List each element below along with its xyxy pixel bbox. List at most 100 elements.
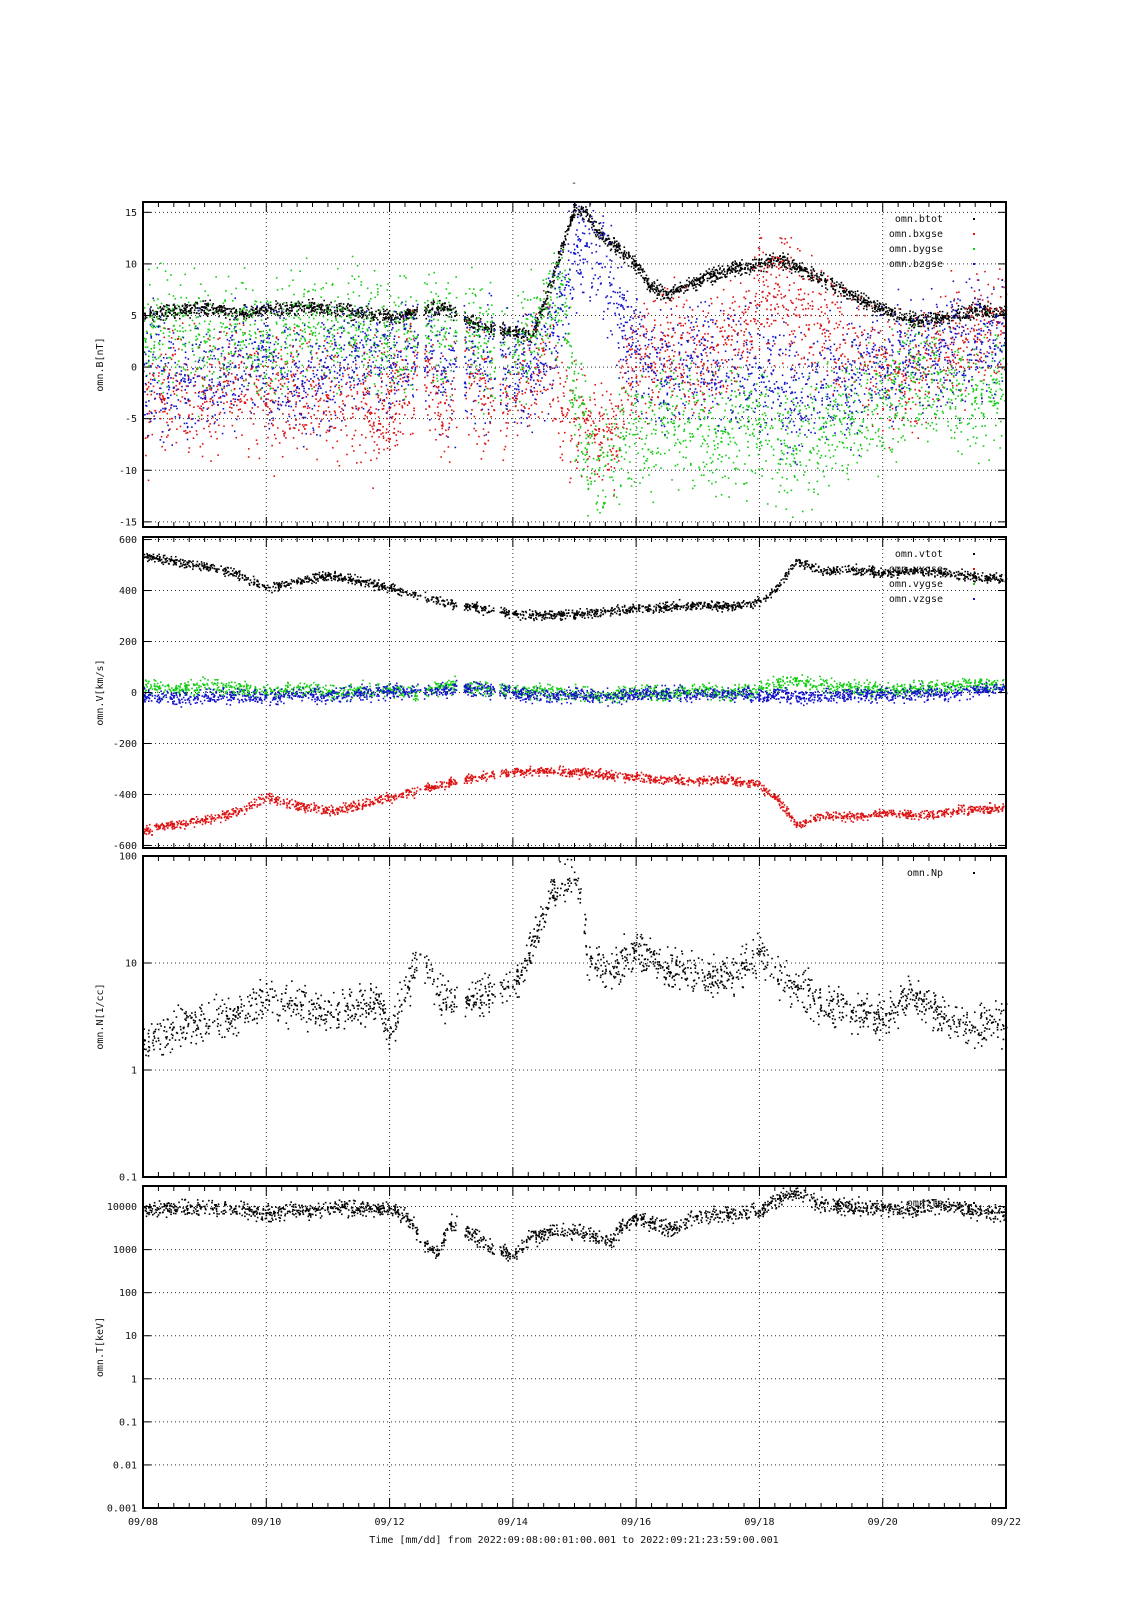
data-point: [617, 243, 620, 245]
data-point: [628, 256, 631, 259]
data-point: [669, 298, 671, 300]
data-point: [809, 346, 812, 348]
data-point: [432, 376, 435, 379]
data-point: [792, 265, 795, 267]
data-point: [299, 307, 301, 309]
data-point: [608, 242, 611, 245]
data-point: [833, 367, 835, 370]
data-point: [857, 351, 860, 353]
data-point: [983, 305, 985, 308]
data-point: [679, 336, 682, 339]
data-point: [229, 410, 231, 413]
data-point: [888, 319, 890, 321]
data-point: [953, 298, 956, 300]
data-point: [524, 407, 526, 409]
data-point: [804, 308, 807, 310]
data-point: [169, 309, 172, 312]
data-point: [290, 307, 293, 309]
data-point: [183, 307, 185, 309]
data-point: [635, 259, 637, 262]
data-point: [755, 322, 758, 325]
data-point: [969, 309, 972, 312]
data-point: [454, 315, 456, 317]
data-point: [431, 398, 434, 401]
data-point: [852, 291, 854, 294]
data-point: [760, 269, 762, 272]
data-point: [764, 369, 767, 372]
data-point: [988, 321, 990, 323]
data-point: [706, 367, 709, 369]
data-point: [875, 370, 878, 372]
data-point: [293, 327, 296, 329]
data-point: [830, 285, 833, 288]
data-point: [624, 253, 627, 256]
data-point: [810, 269, 812, 272]
data-point: [789, 299, 792, 302]
data-point: [548, 291, 550, 293]
data-point: [224, 312, 227, 314]
data-point: [367, 361, 369, 364]
data-point: [365, 311, 367, 313]
data-point: [630, 388, 633, 391]
data-point: [846, 297, 848, 300]
data-point: [770, 309, 772, 311]
data-point: [865, 405, 868, 408]
data-point: [291, 310, 293, 312]
data-point: [355, 363, 357, 366]
data-point: [217, 388, 219, 391]
data-point: [164, 398, 166, 400]
data-point: [989, 302, 992, 305]
data-point: [710, 389, 713, 392]
data-point: [427, 414, 429, 416]
data-point: [323, 309, 326, 311]
data-point: [894, 360, 897, 363]
data-point: [635, 375, 638, 378]
data-point: [811, 305, 814, 307]
data-point: [791, 364, 794, 366]
data-point: [726, 264, 729, 267]
data-point: [820, 293, 822, 296]
data-point: [442, 425, 444, 427]
data-point: [487, 439, 490, 442]
data-point: [780, 266, 783, 268]
data-point: [818, 278, 821, 280]
data-point: [783, 243, 786, 245]
data-point: [938, 357, 941, 360]
data-point: [986, 331, 989, 334]
data-point: [311, 358, 313, 360]
data-point: [152, 385, 155, 388]
data-point: [631, 402, 633, 404]
data-point: [888, 309, 891, 312]
data-point: [718, 277, 721, 280]
data-point: [226, 308, 229, 310]
data-point: [927, 392, 930, 395]
data-point: [320, 311, 323, 313]
data-point: [813, 323, 816, 326]
data-point: [276, 302, 279, 304]
data-point: [181, 312, 184, 314]
data-point: [235, 315, 238, 318]
data-point: [651, 396, 653, 398]
data-point: [277, 379, 280, 382]
data-point: [559, 251, 561, 253]
data-point: [357, 409, 360, 411]
data-point: [216, 385, 218, 388]
data-point: [468, 433, 470, 436]
data-point: [790, 268, 793, 271]
data-point: [653, 288, 656, 290]
data-point: [706, 277, 709, 280]
data-point: [915, 344, 917, 346]
data-point: [710, 297, 712, 300]
data-point: [921, 379, 923, 382]
data-point: [886, 393, 889, 396]
data-point: [720, 271, 723, 274]
data-point: [693, 383, 696, 385]
data-point: [787, 324, 789, 326]
data-point: [313, 386, 316, 388]
data-point: [754, 300, 756, 302]
data-point: [770, 263, 772, 265]
data-point: [721, 302, 723, 305]
data-point: [689, 384, 692, 386]
data-point: [618, 360, 620, 363]
data-point: [318, 379, 320, 381]
